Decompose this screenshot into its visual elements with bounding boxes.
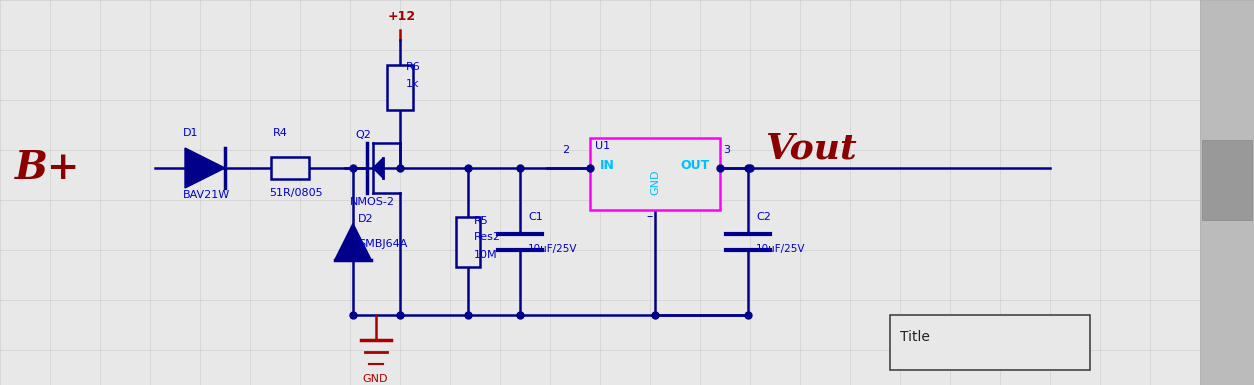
Text: R5: R5 [474,216,489,226]
Text: R4: R4 [273,128,288,138]
Bar [589,138,720,210]
Bar [1203,140,1251,220]
Text: 51R/0805: 51R/0805 [270,188,322,198]
Text: B+: B+ [15,149,80,187]
Text: –: – [647,210,653,223]
Polygon shape [372,158,382,178]
Text: D2: D2 [357,214,374,224]
Text: 10uF/25V: 10uF/25V [756,243,805,253]
Text: Vout: Vout [765,131,856,165]
Text: SMBJ64A: SMBJ64A [357,238,408,248]
Text: Q2: Q2 [355,130,371,140]
Text: NMOS-2: NMOS-2 [350,197,395,207]
Text: Res2: Res2 [474,231,502,241]
Text: C1: C1 [528,211,543,221]
Text: D1: D1 [183,128,198,138]
Text: +12: +12 [387,10,416,23]
Text: 10M: 10M [474,249,498,259]
Text: 1k: 1k [406,79,420,89]
Text: C2: C2 [756,211,771,221]
Bar [456,216,480,266]
Text: 3: 3 [724,145,730,155]
Text: GND: GND [362,374,387,384]
Bar [387,65,413,110]
Text: OUT: OUT [681,159,710,172]
Text: GND: GND [650,169,660,195]
Text: BAV21W: BAV21W [183,190,231,200]
Text: Title: Title [900,330,930,344]
Bar [271,157,308,179]
Polygon shape [335,224,371,259]
Text: U1: U1 [594,141,611,151]
Text: 2: 2 [562,145,569,155]
Bar [890,315,1090,370]
Polygon shape [186,148,224,188]
Text: IN: IN [599,159,614,172]
Text: 10uF/25V: 10uF/25V [528,243,578,253]
Text: R6: R6 [406,62,421,72]
Bar [1200,0,1254,385]
